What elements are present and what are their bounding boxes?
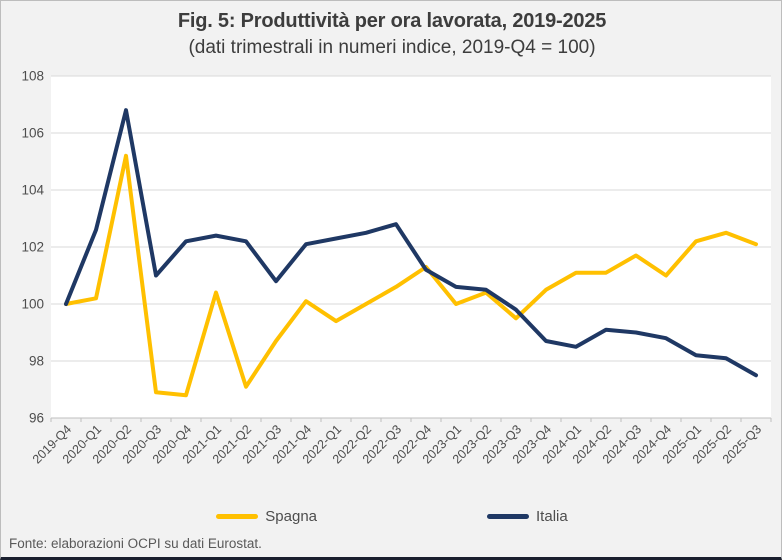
- x-axis-tick-label: 2022-Q2: [330, 422, 374, 466]
- x-axis-tick-label: 2021-Q1: [180, 422, 224, 466]
- series-line-italia: [64, 108, 758, 378]
- x-axis-tick-label: 2022-Q4: [390, 422, 434, 466]
- x-axis-tick-label: 2023-Q2: [450, 422, 494, 466]
- x-axis-tick-label: 2024-Q1: [540, 422, 584, 466]
- x-axis-tick-label: 2025-Q3: [720, 422, 764, 466]
- x-axis-tick-label: 2020-Q3: [120, 422, 164, 466]
- x-axis-tick-label: 2024-Q3: [600, 422, 644, 466]
- chart-subtitle: (dati trimestrali in numeri indice, 2019…: [188, 37, 596, 58]
- x-axis-tick-label: 2023-Q3: [480, 422, 524, 466]
- y-axis-tick-label: 102: [21, 240, 44, 255]
- x-axis-tick-label: 2019-Q4: [30, 422, 74, 466]
- legend-item-spagna: Spagna: [216, 508, 317, 525]
- plot-area: [51, 76, 771, 418]
- y-axis-tick-label: 106: [21, 126, 44, 141]
- x-axis-tick-label: 2025-Q1: [660, 422, 704, 466]
- series-line-spagna: [64, 153, 758, 398]
- x-axis-tick-label: 2021-Q2: [210, 422, 254, 466]
- x-axis-tick-label: 2023-Q4: [510, 422, 554, 466]
- y-axis-tick-label: 108: [21, 69, 44, 84]
- chart-title: Fig. 5: Produttività per ora lavorata, 2…: [177, 10, 607, 32]
- x-axis-tick-label: 2020-Q4: [150, 422, 194, 466]
- source-note: Fonte: elaborazioni OCPI su dati Eurosta…: [9, 536, 262, 551]
- title-block: Fig. 5: Produttività per ora lavorata, 2…: [1, 7, 781, 61]
- y-axis-tick-label: 98: [29, 354, 44, 369]
- x-axis-tick-label: 2020-Q2: [90, 422, 134, 466]
- spagna-line-swatch: [216, 514, 259, 519]
- x-axis-tick-label: 2024-Q2: [570, 422, 614, 466]
- y-axis-tick-label: 104: [21, 183, 44, 198]
- x-axis-tick-label: 2020-Q1: [60, 422, 104, 466]
- y-axis-tick-label: 96: [29, 411, 44, 426]
- x-axis-tick-label: 2022-Q3: [360, 422, 404, 466]
- x-axis-tick-label: 2021-Q4: [270, 422, 314, 466]
- x-axis-tick-label: 2021-Q3: [240, 422, 284, 466]
- x-axis-tick-label: 2023-Q1: [420, 422, 464, 466]
- y-axis-tick-label: 100: [21, 297, 44, 312]
- italia-line-swatch: [487, 514, 530, 519]
- legend: Spagna Italia: [1, 508, 781, 525]
- legend-label-spagna: Spagna: [265, 508, 318, 525]
- x-axis-tick-label: 2025-Q2: [690, 422, 734, 466]
- legend-item-italia: Italia: [487, 508, 568, 525]
- x-axis-tick-label: 2024-Q4: [630, 422, 674, 466]
- legend-label-italia: Italia: [536, 508, 568, 525]
- x-axis-tick-label: 2022-Q1: [300, 422, 344, 466]
